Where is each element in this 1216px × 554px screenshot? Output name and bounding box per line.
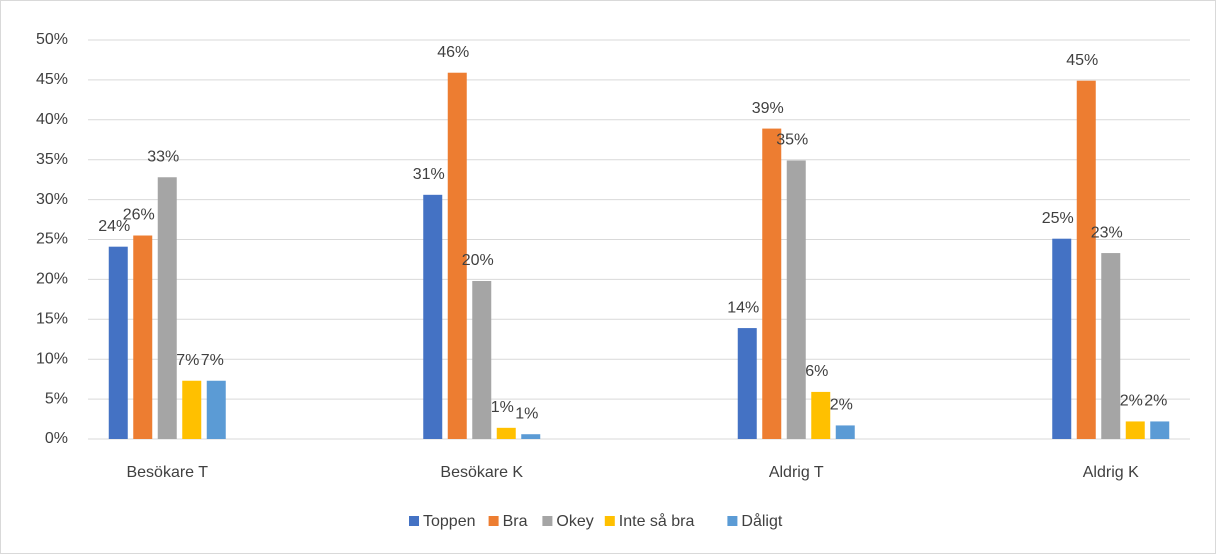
legend-swatch	[604, 516, 615, 526]
legend-label: Toppen	[423, 513, 476, 530]
data-label: 26%	[123, 207, 155, 224]
y-tick-label: 20%	[36, 271, 68, 288]
y-tick-label: 15%	[36, 311, 68, 328]
bar	[133, 235, 153, 439]
data-label: 45%	[1066, 52, 1098, 69]
y-tick-label: 35%	[36, 151, 68, 168]
data-label: 31%	[413, 166, 445, 183]
data-label: 35%	[776, 132, 808, 149]
legend-swatch	[727, 516, 738, 526]
y-tick-label: 30%	[36, 191, 68, 208]
y-tick-label: 25%	[36, 231, 68, 248]
y-tick-label: 0%	[45, 430, 68, 447]
bar	[206, 380, 226, 439]
x-tick-label: Aldrig T	[769, 464, 824, 481]
bar	[521, 434, 541, 439]
bar	[737, 328, 757, 439]
bar	[108, 246, 128, 439]
data-label: 7%	[176, 352, 199, 369]
data-label: 2%	[1144, 393, 1167, 410]
bar	[157, 177, 177, 440]
bar	[811, 391, 831, 439]
data-label: 39%	[752, 100, 784, 117]
y-tick-label: 10%	[36, 350, 68, 367]
x-tick-label: Besökare K	[440, 464, 523, 481]
bar	[182, 380, 202, 439]
bar	[423, 194, 443, 439]
y-tick-label: 5%	[45, 390, 68, 407]
legend-label: Inte så bra	[619, 512, 695, 530]
data-label: 46%	[437, 44, 469, 61]
data-label: 25%	[1042, 210, 1074, 227]
bar	[496, 427, 516, 439]
bar	[835, 425, 855, 439]
data-label: 6%	[805, 363, 828, 380]
legend-label: Okey	[556, 513, 593, 530]
bar	[1101, 253, 1121, 439]
bar	[1052, 238, 1072, 439]
data-label: 1%	[491, 399, 514, 416]
data-label: 14%	[727, 299, 759, 316]
bar	[1125, 421, 1145, 439]
y-tick-label: 45%	[36, 71, 68, 88]
bar	[786, 160, 806, 440]
bar	[472, 280, 492, 439]
legend-label: Dåligt	[741, 512, 782, 530]
legend-swatch	[488, 516, 499, 526]
bar	[762, 128, 782, 439]
legend-label: Bra	[503, 513, 528, 530]
bar	[447, 72, 467, 439]
legend-swatch	[409, 516, 419, 526]
bar	[1150, 421, 1170, 439]
data-label: 20%	[462, 252, 494, 269]
legend-swatch	[542, 516, 553, 526]
y-tick-label: 40%	[36, 111, 68, 128]
data-label: 24%	[98, 218, 130, 235]
data-label: 1%	[515, 405, 538, 422]
x-tick-label: Besökare T	[126, 464, 208, 481]
y-tick-label: 50%	[36, 31, 68, 48]
data-label: 33%	[147, 148, 179, 165]
data-label: 23%	[1091, 224, 1123, 241]
data-label: 2%	[830, 397, 853, 414]
bar	[1076, 80, 1096, 439]
data-label: 7%	[201, 352, 224, 369]
x-tick-label: Aldrig K	[1083, 464, 1139, 481]
data-label: 2%	[1120, 393, 1143, 410]
